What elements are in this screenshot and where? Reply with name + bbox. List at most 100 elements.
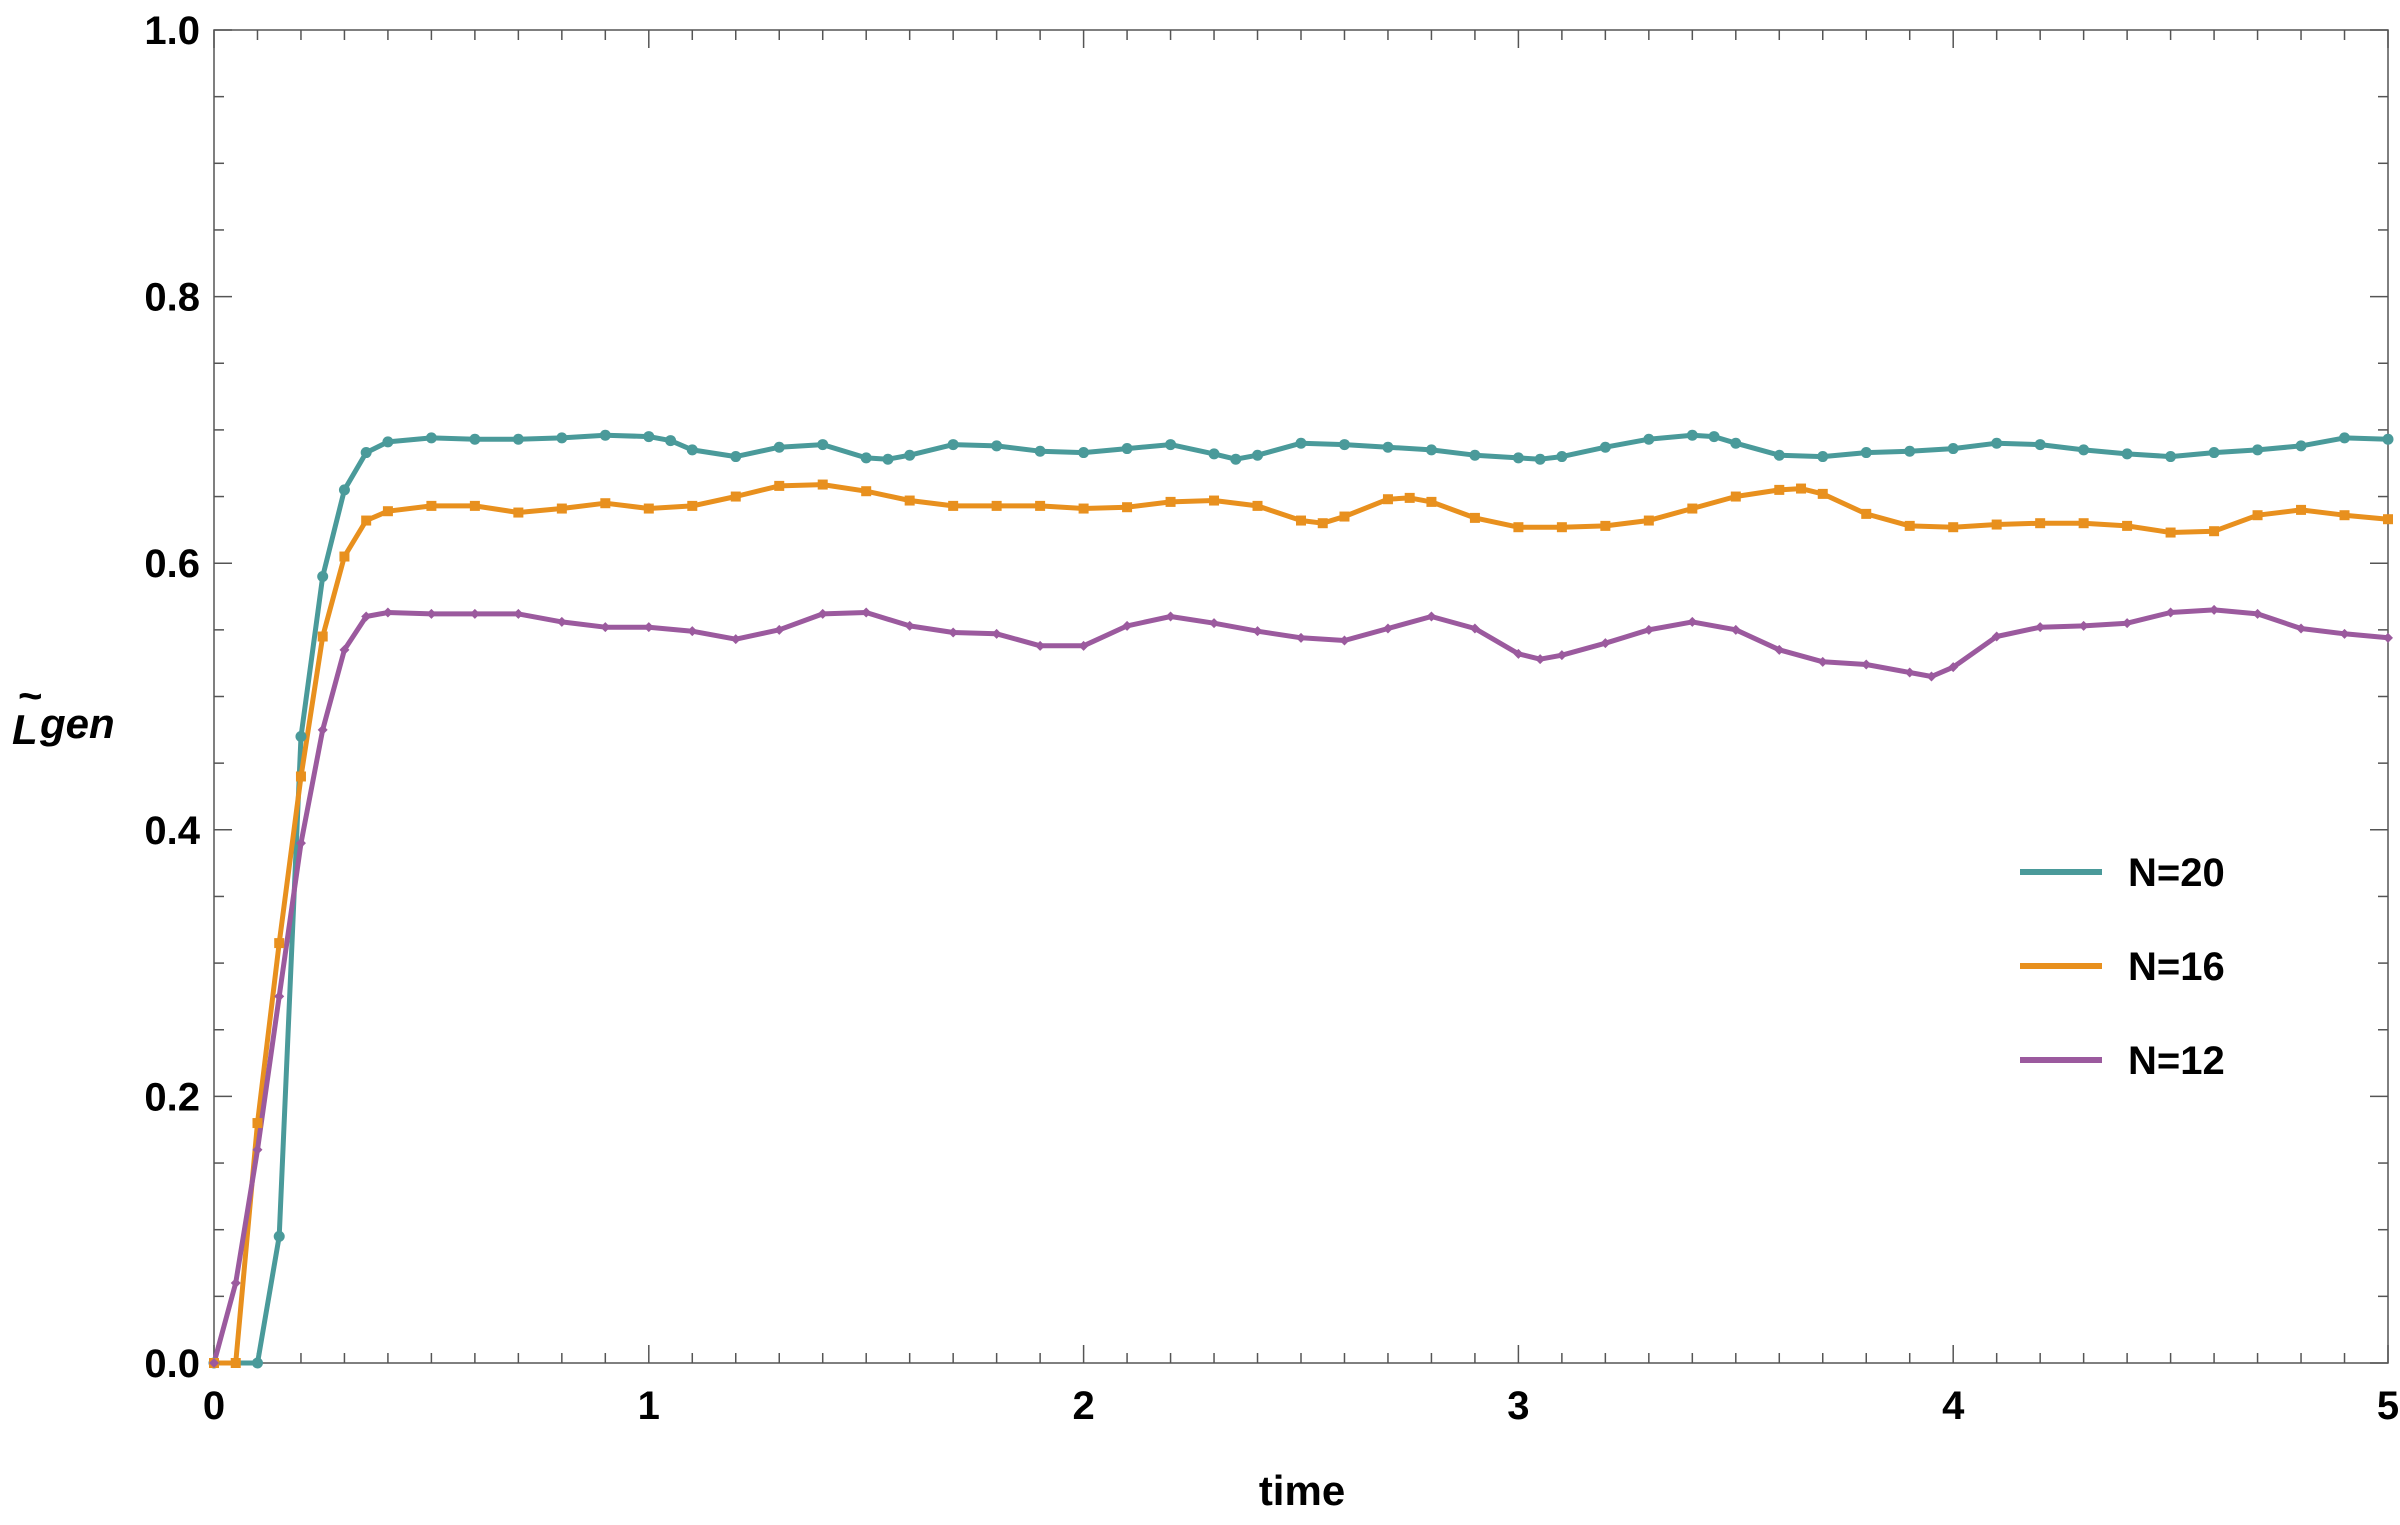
data-point-n-20 — [1599, 441, 1611, 453]
data-point-n-16 — [2209, 526, 2220, 537]
data-point-n-20 — [991, 440, 1003, 452]
data-point-n-16 — [991, 500, 1002, 511]
data-point-n-20 — [817, 439, 829, 451]
data-point-n-16 — [1861, 508, 1872, 519]
data-point-n-20 — [665, 435, 677, 447]
data-point-n-16 — [1209, 495, 1220, 506]
data-point-n-12 — [2296, 623, 2307, 634]
data-point-n-12 — [1817, 656, 1828, 667]
data-point-n-16 — [1991, 519, 2002, 530]
data-point-n-12 — [1556, 650, 1567, 661]
data-point-n-20 — [904, 449, 916, 461]
y-axis-title-accent: ~ — [18, 672, 43, 719]
data-point-n-20 — [469, 433, 481, 445]
data-point-n-16 — [1469, 512, 1480, 523]
data-point-n-16 — [361, 515, 372, 526]
data-point-n-20 — [1121, 443, 1133, 455]
data-point-n-16 — [556, 503, 567, 514]
x-axis-title: time — [1259, 1467, 1345, 1514]
data-point-n-16 — [1817, 488, 1828, 499]
data-point-n-12 — [904, 620, 915, 631]
data-point-n-16 — [2122, 520, 2133, 531]
data-point-n-12 — [1252, 626, 1263, 637]
data-point-n-12 — [426, 608, 437, 619]
data-point-n-20 — [1165, 439, 1177, 451]
data-point-n-12 — [1339, 635, 1350, 646]
data-point-n-20 — [1078, 447, 1090, 459]
data-point-n-16 — [1556, 522, 1567, 533]
data-point-n-20 — [2252, 444, 2264, 456]
data-point-n-20 — [2034, 439, 2046, 451]
data-point-n-12 — [1035, 640, 1046, 651]
data-point-n-20 — [338, 484, 350, 496]
data-point-n-12 — [2252, 608, 2263, 619]
data-point-n-20 — [947, 439, 959, 451]
data-point-n-16 — [1513, 522, 1524, 533]
data-point-n-16 — [1122, 502, 1133, 513]
data-point-n-12 — [1426, 611, 1437, 622]
data-point-n-16 — [687, 500, 698, 511]
series-layer — [211, 432, 2389, 1366]
data-point-n-16 — [2339, 510, 2350, 521]
data-point-n-16 — [2296, 504, 2307, 515]
data-point-n-20 — [1252, 449, 1264, 461]
data-point-n-12 — [1774, 644, 1785, 655]
data-point-n-12 — [317, 724, 328, 735]
data-point-n-20 — [1904, 445, 1916, 457]
data-point-n-16 — [317, 631, 328, 642]
data-point-n-16 — [730, 491, 741, 502]
data-point-n-20 — [1034, 445, 1046, 457]
series-line-n-20 — [214, 432, 2389, 1366]
data-point-n-12 — [1991, 631, 2002, 642]
data-point-n-12 — [1209, 618, 1220, 629]
data-point-n-16 — [1643, 515, 1654, 526]
data-point-n-12 — [861, 607, 872, 618]
data-point-n-20 — [273, 1230, 285, 1242]
data-point-n-12 — [1904, 667, 1915, 678]
data-point-n-16 — [2035, 518, 2046, 529]
legend-label: N=12 — [2128, 1039, 2225, 1083]
x-tick-label: 5 — [2377, 1384, 2399, 1428]
data-point-n-12 — [600, 622, 611, 633]
data-point-n-16 — [1035, 500, 1046, 511]
y-axis-title: L ~ gen — [12, 672, 115, 753]
data-point-n-16 — [295, 771, 306, 782]
data-point-n-16 — [1730, 491, 1741, 502]
data-point-n-20 — [2165, 451, 2177, 463]
data-point-n-12 — [687, 626, 698, 637]
data-point-n-12 — [469, 608, 480, 619]
data-point-n-20 — [1512, 452, 1524, 464]
data-point-n-12 — [1122, 620, 1133, 631]
data-point-n-16 — [252, 1118, 263, 1129]
data-point-n-20 — [730, 451, 742, 463]
legend-item-n-16: N=16 — [2020, 945, 2225, 989]
data-point-n-16 — [861, 486, 872, 497]
data-point-n-12 — [2035, 622, 2046, 633]
data-point-n-16 — [382, 506, 393, 517]
y-axis-title-sub: gen — [39, 700, 115, 747]
data-point-n-16 — [1948, 522, 1959, 533]
data-point-n-20 — [1338, 439, 1350, 451]
data-point-n-16 — [1165, 496, 1176, 507]
data-point-n-20 — [1208, 448, 1220, 460]
data-point-n-20 — [425, 432, 437, 444]
data-point-n-20 — [1230, 453, 1242, 465]
data-point-n-16 — [1404, 492, 1415, 503]
data-point-n-20 — [556, 432, 568, 444]
data-point-n-12 — [382, 607, 393, 618]
data-point-n-16 — [1078, 503, 1089, 514]
data-point-n-20 — [1773, 449, 1785, 461]
data-point-n-16 — [817, 479, 828, 490]
data-point-n-12 — [1948, 662, 1959, 673]
data-point-n-16 — [904, 495, 915, 506]
x-tick-label: 4 — [1942, 1384, 1965, 1428]
y-tick-label: 0.0 — [144, 1342, 200, 1386]
data-point-n-20 — [1991, 437, 2003, 449]
data-point-n-12 — [1926, 671, 1937, 682]
data-point-n-20 — [2339, 432, 2351, 444]
y-tick-label: 0.6 — [144, 542, 200, 586]
data-point-n-12 — [556, 616, 567, 627]
y-tick-label: 0.2 — [144, 1075, 200, 1119]
